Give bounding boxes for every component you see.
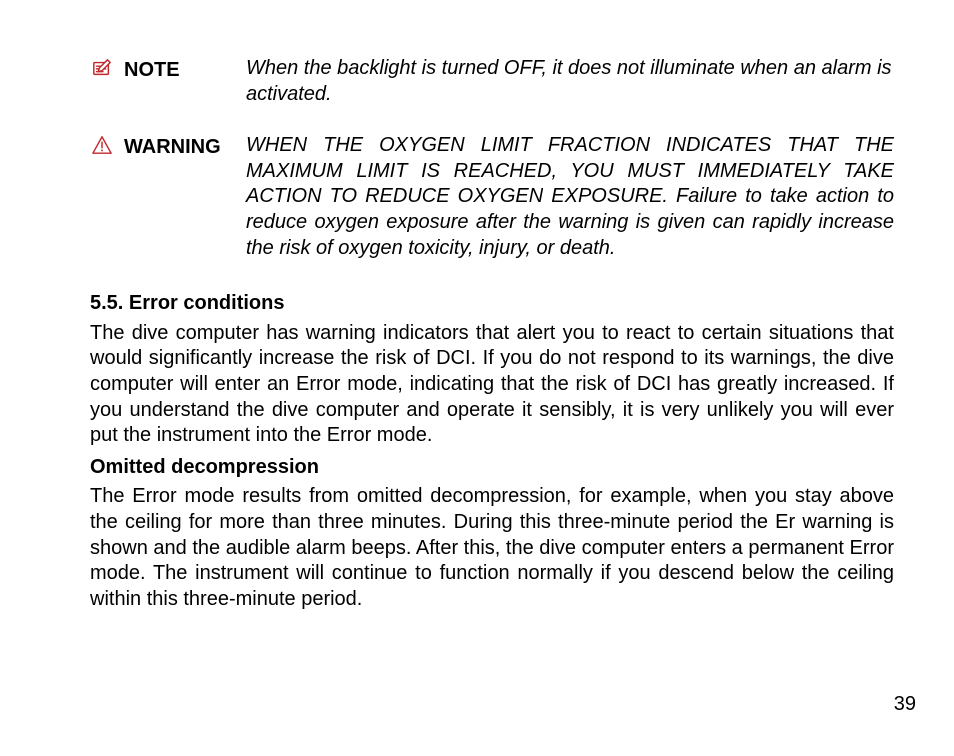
section-subheading: Omitted decompression bbox=[90, 455, 894, 481]
note-body: When the backlight is turned OFF, it doe… bbox=[246, 56, 894, 107]
note-callout: NOTE When the backlight is turned OFF, i… bbox=[90, 56, 894, 107]
page-number: 39 bbox=[894, 692, 916, 718]
section-paragraph-1: The dive computer has warning indicators… bbox=[90, 321, 894, 449]
note-label: NOTE bbox=[114, 56, 246, 84]
warning-label: WARNING bbox=[114, 133, 246, 161]
warning-icon bbox=[90, 133, 114, 155]
section-heading: 5.5. Error conditions bbox=[90, 291, 894, 317]
note-icon bbox=[90, 56, 114, 78]
warning-callout: WARNING WHEN THE OXYGEN LIMIT FRACTION I… bbox=[90, 133, 894, 261]
warning-body: WHEN THE OXYGEN LIMIT FRACTION INDICATES… bbox=[246, 133, 894, 261]
section-paragraph-2: The Error mode results from omitted deco… bbox=[90, 484, 894, 612]
